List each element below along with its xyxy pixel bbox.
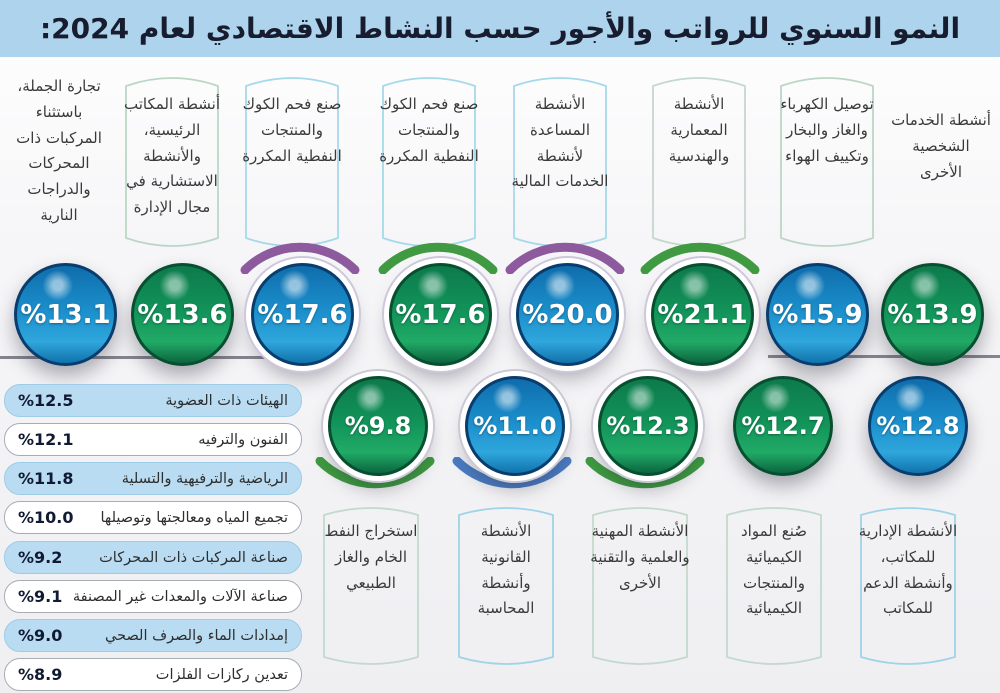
rank-row-water-supply-sewerage: %9.0 إمدادات الماء والصرف الصحي [4, 619, 302, 652]
rank-row-metal-ores-mining: %8.9 تعدين ركازات الفلزات [4, 658, 302, 691]
value-label: %12.8 [876, 412, 960, 440]
bubble-outline [780, 77, 874, 247]
category-text: الأنشطة المهنية والعلمية والتقنية الأخرى [590, 522, 690, 592]
value-bubble-personal-services: %13.9 [881, 263, 984, 366]
decorative-arc-purple [240, 242, 360, 274]
value-label: %12.3 [606, 412, 690, 440]
value-bubble-electricity-gas: %15.9 [766, 263, 869, 366]
rank-value: %9.2 [18, 548, 63, 567]
rank-value: %9.0 [18, 626, 63, 645]
category-bubble-legal-accounting: الأنشطة القانونية وأنشطة المحاسبة [450, 497, 562, 675]
title-bar: النمو السنوي للرواتب والأجور حسب النشاط … [0, 0, 1000, 57]
category-text: الأنشطة المعمارية والهندسية [668, 95, 730, 165]
value-bubble-coke-petroleum-1: %17.6 [251, 263, 354, 366]
value-bubble-financial-services-aux: %20.0 [516, 263, 619, 366]
rank-row-motor-vehicles: %9.2 صناعة المركبات ذات المحركات [4, 541, 302, 574]
category-text: صُنع المواد الكيميائية والمنتجات الكيميا… [740, 522, 808, 618]
value-label: %12.7 [741, 412, 825, 440]
decorative-arc-green [585, 457, 705, 489]
value-bubble-oil-gas-extraction: %9.8 [328, 376, 428, 476]
bubble-outline [726, 507, 822, 665]
category-bubble-oil-gas-extraction: استخراج النفط الخام والغاز الطبيعي [315, 497, 427, 675]
category-bubble-financial-services-aux: الأنشطة المساعدة لأنشطة الخدمات المالية [505, 66, 615, 258]
bubble-outline [652, 77, 746, 247]
rank-label: صناعة الآلات والمعدات غير المصنفة [72, 588, 288, 605]
value-label: %17.6 [395, 299, 486, 330]
value-label: %11.0 [473, 412, 557, 440]
category-label-wholesale-trade: تجارة الجملة، باستثناء المركبات ذات المح… [4, 66, 114, 258]
rank-value: %12.1 [18, 430, 74, 449]
value-label: %21.1 [657, 299, 748, 330]
decorative-arc-green [378, 242, 498, 274]
rank-value: %8.9 [18, 665, 63, 684]
rank-row-arts-entertainment: %12.1 الفنون والترفيه [4, 423, 302, 456]
bubble-outline [860, 507, 956, 665]
bubble-outline [458, 507, 554, 665]
category-text: أنشطة الخدمات الشخصية الأخرى [891, 111, 991, 181]
category-text: الأنشطة الإدارية للمكاتب، وأنشطة الدعم ل… [858, 522, 958, 618]
value-label: %13.6 [137, 299, 228, 330]
rank-value: %9.1 [18, 587, 63, 606]
category-bubble-office-admin: الأنشطة الإدارية للمكاتب، وأنشطة الدعم ل… [852, 497, 964, 675]
value-bubble-chemicals: %12.7 [733, 376, 833, 476]
category-bubble-electricity-gas: توصيل الكهرباء والغاز والبخار وتكييف اله… [772, 66, 882, 258]
category-label-personal-services: أنشطة الخدمات الشخصية الأخرى [886, 66, 996, 258]
category-text: تجارة الجملة، باستثناء المركبات ذات المح… [16, 77, 102, 224]
value-bubble-professional-scientific: %12.3 [598, 376, 698, 476]
bubble-outline [382, 77, 476, 247]
value-bubble-coke-petroleum-2: %17.6 [389, 263, 492, 366]
category-text: استخراج النفط الخام والغاز الطبيعي [324, 522, 418, 592]
category-bubble-coke-petroleum-1: صنع فحم الكوك والمنتجات النفطية المكررة [237, 66, 347, 258]
baseline-right [768, 355, 1000, 358]
rank-label: الفنون والترفيه [198, 431, 288, 448]
value-label: %15.9 [772, 299, 863, 330]
rank-row-membership-organizations: %12.5 الهيئات ذات العضوية [4, 384, 302, 417]
value-label: %20.0 [522, 299, 613, 330]
bubble-outline [245, 77, 339, 247]
rank-value: %12.5 [18, 391, 74, 410]
page-title: النمو السنوي للرواتب والأجور حسب النشاط … [39, 12, 961, 45]
decorative-arc-purple [505, 242, 625, 274]
category-text: أنشطة المكاتب الرئيسية، والأنشطة الاستشا… [123, 95, 220, 217]
category-text: صنع فحم الكوك والمنتجات النفطية المكررة [379, 95, 479, 165]
category-bubble-head-offices: أنشطة المكاتب الرئيسية، والأنشطة الاستشا… [117, 66, 227, 258]
category-text: توصيل الكهرباء والغاز والبخار وتكييف اله… [780, 95, 874, 165]
bubble-outline [323, 507, 419, 665]
category-text: الأنشطة القانونية وأنشطة المحاسبة [477, 522, 535, 618]
rank-label: الرياضية والترفيهية والتسلية [121, 470, 288, 487]
decorative-arc-green [315, 457, 435, 489]
rank-label: تعدين ركازات الفلزات [155, 666, 288, 683]
category-bubble-coke-petroleum-2: صنع فحم الكوك والمنتجات النفطية المكررة [374, 66, 484, 258]
rank-row-sports-recreation: %11.8 الرياضية والترفيهية والتسلية [4, 462, 302, 495]
category-bubble-professional-scientific: الأنشطة المهنية والعلمية والتقنية الأخرى [584, 497, 696, 675]
rank-value: %11.8 [18, 469, 74, 488]
bubble-outline [592, 507, 688, 665]
rank-label: الهيئات ذات العضوية [165, 392, 288, 409]
baseline-left [0, 356, 275, 359]
value-label: %13.1 [20, 299, 111, 330]
category-text: الأنشطة المساعدة لأنشطة الخدمات المالية [511, 95, 609, 191]
rank-label: صناعة المركبات ذات المحركات [99, 549, 288, 566]
bubble-outline [125, 77, 219, 247]
decorative-arc-blue [452, 457, 572, 489]
rank-label: تجميع المياه ومعالجتها وتوصيلها [100, 509, 288, 526]
value-bubble-legal-accounting: %11.0 [465, 376, 565, 476]
value-label: %17.6 [257, 299, 348, 330]
value-bubble-architecture-engineering: %21.1 [651, 263, 754, 366]
category-bubble-architecture-engineering: الأنشطة المعمارية والهندسية [644, 66, 754, 258]
value-bubble-office-admin: %12.8 [868, 376, 968, 476]
rank-row-water-collection: %10.0 تجميع المياه ومعالجتها وتوصيلها [4, 501, 302, 534]
value-label: %13.9 [887, 299, 978, 330]
value-label: %9.8 [344, 412, 412, 440]
category-bubble-chemicals: صُنع المواد الكيميائية والمنتجات الكيميا… [718, 497, 830, 675]
category-text: صنع فحم الكوك والمنتجات النفطية المكررة [242, 95, 342, 165]
rank-label: إمدادات الماء والصرف الصحي [105, 627, 288, 644]
bubble-outline [513, 77, 607, 247]
decorative-arc-green [640, 242, 760, 274]
rank-row-machinery-equipment: %9.1 صناعة الآلات والمعدات غير المصنفة [4, 580, 302, 613]
value-bubble-head-offices: %13.6 [131, 263, 234, 366]
value-bubble-wholesale-trade: %13.1 [14, 263, 117, 366]
rank-value: %10.0 [18, 508, 74, 527]
